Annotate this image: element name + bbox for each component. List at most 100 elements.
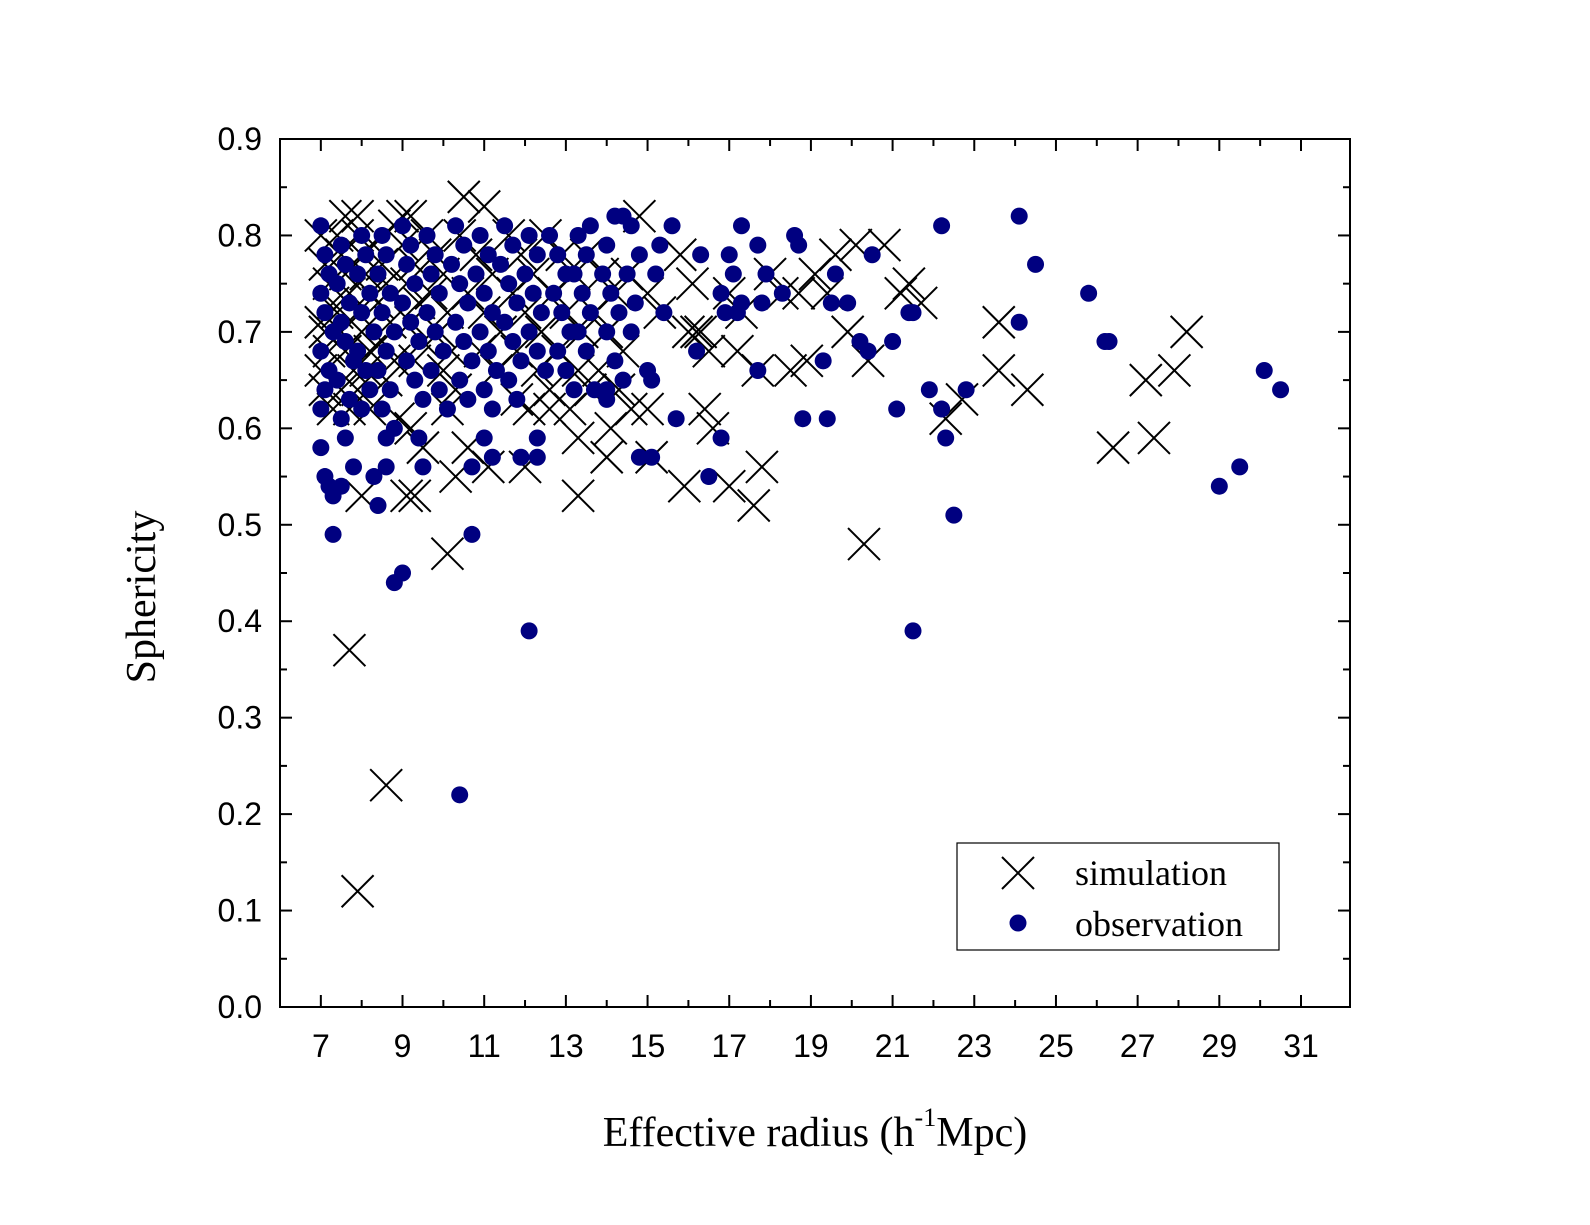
simulation-point [369,768,403,802]
observation-point [353,226,371,244]
simulation-point [590,440,624,474]
y-tick-label: 0.6 [218,410,262,446]
observation-point [475,284,493,302]
observation-point [394,564,412,582]
observation-point [528,342,546,360]
observation-point [647,265,665,283]
observation-point [614,371,632,389]
observation-point [541,226,559,244]
observation-point [398,255,416,273]
observation-point [822,294,840,312]
y-tick-label: 0.5 [218,507,262,543]
y-axis-ticks: 0.0 0.1 0.2 0.3 0.4 0.5 0.6 0.7 0.8 0.9 [218,121,1350,1025]
observation-point [732,217,750,235]
observation-point [545,284,563,302]
observation-point [349,342,367,360]
observation-point [814,352,832,370]
observation-point [937,429,955,447]
observation-point [414,390,432,408]
x-axis-title: Effective radius (h-1Mpc) [603,1103,1027,1156]
observation-point [312,284,330,302]
observation-point [316,246,334,264]
observation-point [643,371,661,389]
legend-observation-marker [1009,914,1027,932]
simulation-point [389,479,424,513]
legend-simulation-marker [1001,856,1035,890]
observation-point [463,352,481,370]
observation-point [728,304,746,322]
observation-point [1210,477,1228,495]
observation-point [361,381,379,399]
y-tick-label: 0.0 [218,989,262,1025]
observation-point [904,622,922,640]
observation-point [569,226,587,244]
observation-point [520,323,538,341]
observation-point [1010,207,1028,225]
observation-point [332,410,350,428]
observation-point [361,284,379,302]
observation-point [720,246,738,264]
observation-point [626,294,644,312]
simulation-point [884,276,918,311]
observation-point [520,226,538,244]
observation-point [667,410,685,428]
observation-point [336,255,354,273]
y-tick-label: 0.1 [218,893,262,929]
observation-point [622,217,640,235]
observation-point [357,361,375,379]
y-tick-label: 0.7 [218,314,262,350]
observation-point [508,294,526,312]
simulation-point [561,421,595,455]
observation-point [790,236,808,254]
observation-point [369,361,387,379]
observation-point [528,429,546,447]
observation-point [377,342,395,360]
observation-point [394,294,412,312]
observation-point [749,361,767,379]
observation-point [434,342,452,360]
observation-point [316,381,334,399]
observation-point [598,323,616,341]
observation-point [369,265,387,283]
y-axis-title: Sphericity [119,511,165,684]
observation-point [377,458,395,476]
simulation-point [683,315,718,349]
observation-point [410,333,428,351]
observation-point [483,448,501,466]
observation-point [585,381,603,399]
simulation-point [524,315,559,349]
x-tick-label: 23 [956,1028,992,1064]
simulation-point [663,238,697,272]
observation-point [430,381,448,399]
x-tick-label: 15 [630,1028,666,1064]
observation-point [426,323,444,341]
observation-point [581,217,599,235]
simulation-point [1129,363,1163,397]
simulation-point [737,488,771,523]
observation-point [1100,333,1118,351]
observation-point [459,294,477,312]
simulation-point [679,315,714,349]
observation-point [451,275,469,293]
observation-point [332,236,350,254]
observation-point [549,246,567,264]
observation-point [933,400,951,418]
observation-point [373,226,391,244]
observation-point [904,304,922,322]
simulation-point [790,344,824,378]
x-axis-ticks: 7 9 11 13 15 17 19 21 23 25 27 29 31 [312,139,1319,1064]
simulation-point [892,266,926,301]
observation-point [492,255,510,273]
observation-point [471,226,489,244]
observation-point [447,217,465,235]
observation-point [888,400,906,418]
x-tick-label: 9 [394,1028,412,1064]
observation-point [504,236,522,254]
observation-point [700,468,718,486]
observation-point [418,304,436,322]
observation-point [598,390,616,408]
observation-point [520,622,538,640]
observation-point [385,419,403,437]
simulation-point [1169,315,1204,349]
observation-point [516,265,534,283]
